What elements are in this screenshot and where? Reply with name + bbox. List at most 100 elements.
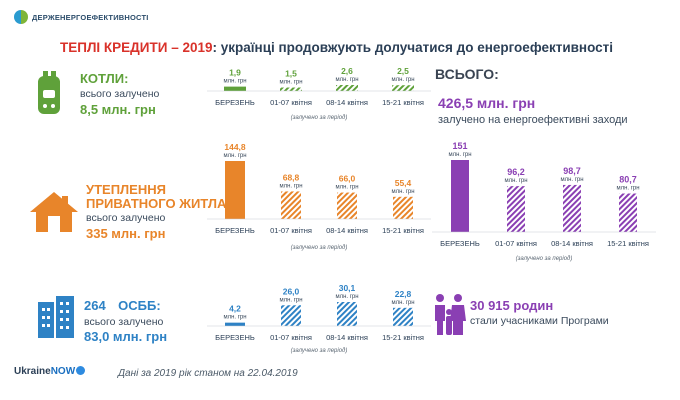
osbb-summary: 264 ОСББ: всього залучено 83,0 млн. грн: [84, 297, 167, 344]
houses-title-line1: УТЕПЛЕННЯ: [86, 182, 166, 197]
value-label-boilers-2: 2,6: [341, 66, 353, 76]
category-label-boilers-2: 08-14 квітня: [326, 98, 368, 107]
period-note-total: (залучено за період): [516, 256, 573, 262]
unit-label-total-3: млн. грн: [616, 186, 639, 192]
unit-label-boilers-3: млн. грн: [391, 77, 414, 83]
category-label-houses-3: 15-21 квітня: [382, 226, 424, 235]
ukraine-now-logo-dot-icon: [76, 366, 86, 375]
bar-total-2: [563, 184, 581, 232]
bar-boilers-2: [336, 85, 358, 91]
bar-houses-3: [393, 196, 413, 219]
ukraine-now-logo: UkraineNOW: [14, 366, 86, 377]
unit-label-houses-0: млн. грн: [223, 153, 246, 159]
value-label-total-2: 98,7: [563, 166, 581, 176]
ukraine-now-logo-a: Ukraine: [14, 366, 51, 377]
value-label-houses-2: 66,0: [339, 174, 356, 184]
category-label-houses-1: 01-07 квітня: [270, 226, 312, 235]
houses-title-line2: ПРИВАТНОГО ЖИТЛА:: [86, 196, 231, 211]
page-title-rest: : українці продовжують долучатися до ене…: [212, 40, 614, 55]
value-label-houses-1: 68,8: [283, 172, 300, 182]
category-label-boilers-3: 15-21 квітня: [382, 98, 424, 107]
boilers-title: КОТЛИ:: [80, 71, 129, 86]
bar-houses-0: [225, 161, 245, 219]
data-note: Дані за 2019 рік станом на 22.04.2019: [118, 368, 298, 379]
total-heading: ВСЬОГО:: [435, 66, 499, 82]
unit-label-boilers-1: млн. грн: [279, 80, 302, 86]
period-note-houses: (залучено за період): [291, 245, 348, 251]
page-title: ТЕПЛІ КРЕДИТИ – 2019: українці продовжую…: [60, 40, 660, 55]
page-title-highlight: ТЕПЛІ КРЕДИТИ – 2019: [60, 40, 213, 55]
category-label-boilers-0: БЕРЕЗЕНЬ: [215, 98, 255, 107]
value-label-boilers-3: 2,5: [397, 66, 409, 76]
category-label-houses-0: БЕРЕЗЕНЬ: [215, 226, 255, 235]
bar-boilers-0: [224, 86, 246, 91]
bar-osbb-2: [337, 302, 357, 326]
osbb-count: 264: [84, 298, 106, 313]
value-label-boilers-1: 1,5: [285, 69, 297, 79]
bar-total-0: [451, 160, 469, 232]
total-subtitle: залучено на енергоефективні заходи: [438, 114, 628, 126]
boilers-value: 8,5 млн. грн: [80, 102, 156, 117]
category-label-houses-2: 08-14 квітня: [326, 226, 368, 235]
buildings-icon: [38, 296, 74, 338]
category-label-total-2: 08-14 квітня: [551, 239, 593, 248]
category-label-total-3: 15-21 квітня: [607, 239, 649, 248]
houses-value: 335 млн. грн: [86, 226, 166, 241]
unit-label-total-2: млн. грн: [560, 177, 583, 183]
unit-label-houses-3: млн. грн: [391, 189, 414, 195]
unit-label-houses-2: млн. грн: [335, 185, 358, 191]
bar-boilers-3: [392, 85, 414, 91]
bar-total-3: [619, 193, 637, 232]
unit-label-osbb-1: млн. грн: [279, 297, 302, 303]
unit-label-houses-1: млн. грн: [279, 183, 302, 189]
value-label-houses-3: 55,4: [395, 178, 412, 188]
value-label-osbb-1: 26,0: [283, 286, 300, 296]
bar-osbb-3: [393, 307, 413, 326]
house-icon: [30, 192, 78, 232]
houses-summary: УТЕПЛЕННЯ ПРИВАТНОГО ЖИТЛА: всього залуч…: [86, 182, 231, 242]
total-value: 426,5 млн. грн: [438, 95, 536, 111]
value-label-boilers-0: 1,9: [229, 68, 241, 78]
unit-label-boilers-0: млн. грн: [223, 79, 246, 85]
period-note-osbb: (залучено за період): [291, 348, 348, 354]
value-label-osbb-0: 4,2: [229, 304, 241, 314]
bar-osbb-0: [225, 322, 245, 326]
family-icon: [435, 294, 466, 335]
unit-label-boilers-2: млн. грн: [335, 77, 358, 83]
bar-osbb-1: [281, 305, 301, 326]
families-subtitle: стали учасниками Програми: [470, 315, 609, 327]
bar-total-1: [507, 186, 525, 232]
unit-label-osbb-2: млн. грн: [335, 294, 358, 300]
category-label-osbb-0: БЕРЕЗЕНЬ: [215, 333, 255, 342]
category-label-total-0: БЕРЕЗЕНЬ: [440, 239, 480, 248]
value-label-houses-0: 144,8: [224, 142, 246, 152]
period-note-boilers: (залучено за період): [291, 115, 348, 121]
agency-logo-icon: [14, 10, 28, 24]
category-label-osbb-1: 01-07 квітня: [270, 333, 312, 342]
unit-label-osbb-0: млн. грн: [223, 315, 246, 321]
category-label-osbb-2: 08-14 квітня: [326, 333, 368, 342]
value-label-total-3: 80,7: [619, 175, 637, 185]
agency-logo: ДЕРЖЕНЕРГОЕФЕКТИВНОСТІ: [14, 10, 149, 24]
unit-label-total-1: млн. грн: [504, 178, 527, 184]
boilers-subtitle: всього залучено: [80, 88, 160, 100]
houses-subtitle: всього залучено: [86, 212, 166, 224]
bar-houses-1: [281, 191, 301, 219]
osbb-subtitle: всього залучено: [84, 316, 164, 328]
value-label-osbb-2: 30,1: [339, 283, 356, 293]
category-label-boilers-1: 01-07 квітня: [270, 98, 312, 107]
category-label-total-1: 01-07 квітня: [495, 239, 537, 248]
unit-label-total-0: млн. грн: [448, 152, 471, 158]
osbb-value: 83,0 млн. грн: [84, 329, 168, 344]
value-label-total-1: 96,2: [507, 167, 525, 177]
osbb-title-row: 264 ОСББ:: [84, 297, 167, 315]
families-value: 30 915 родин: [470, 298, 554, 313]
value-label-total-0: 151: [452, 141, 467, 151]
boilers-summary: КОТЛИ: всього залучено 8,5 млн. грн: [80, 71, 160, 118]
ukraine-now-logo-b: NOW: [50, 366, 76, 377]
unit-label-osbb-3: млн. грн: [391, 300, 414, 306]
